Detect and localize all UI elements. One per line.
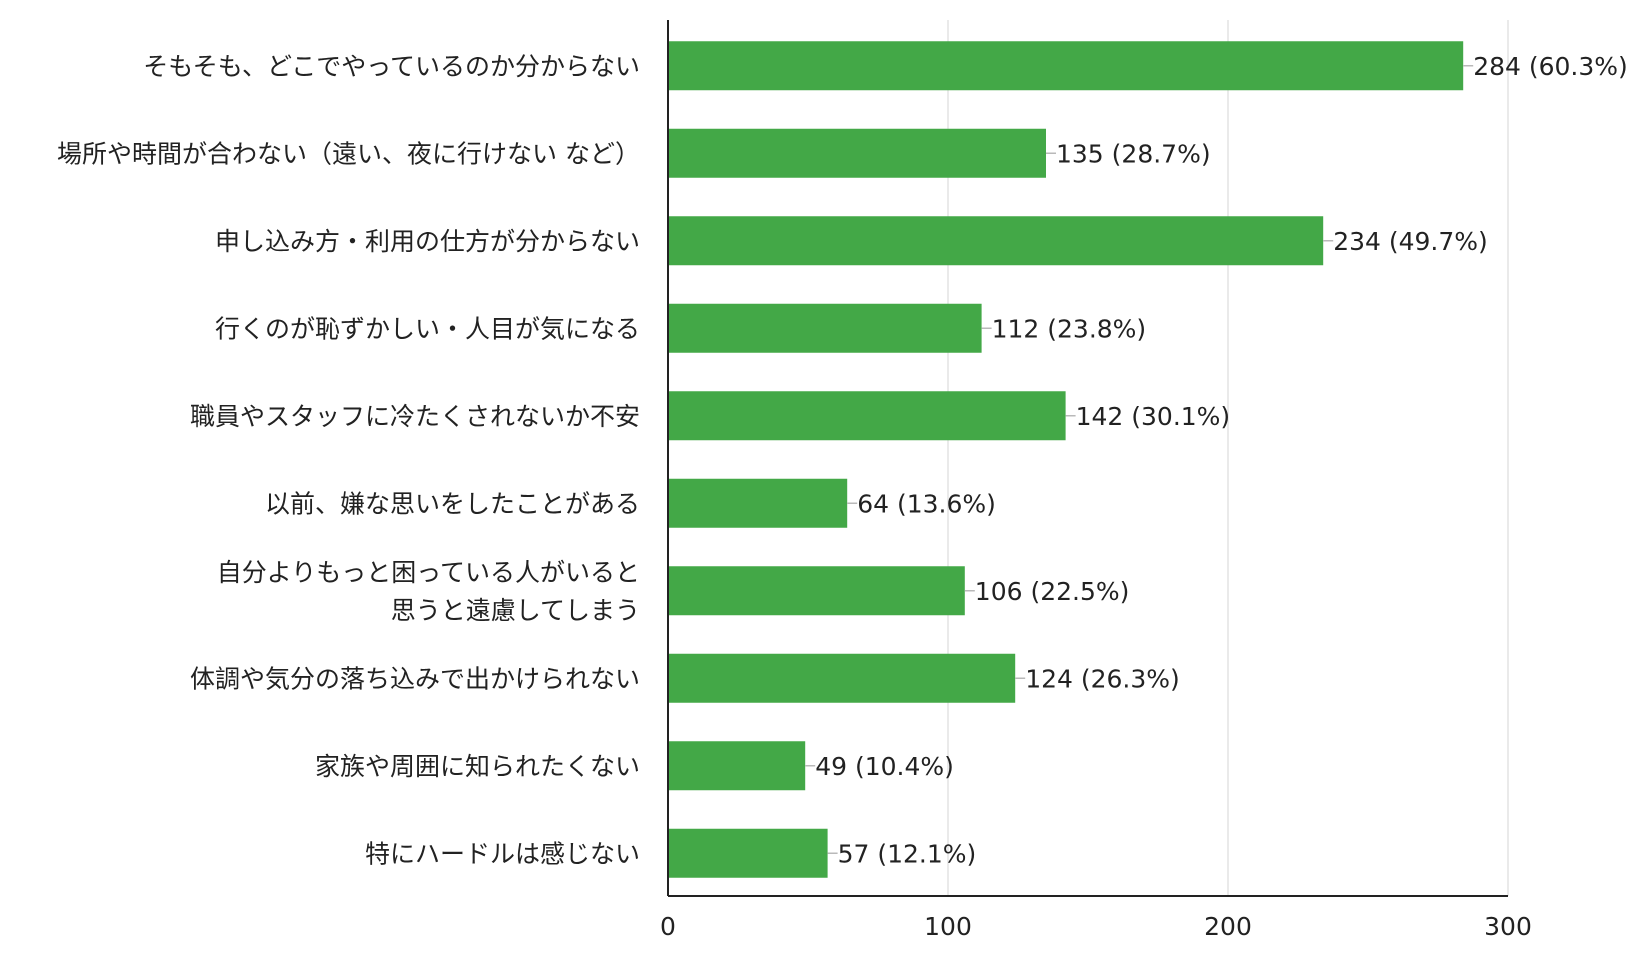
category-label: 思うと遠慮してしまう [391, 596, 640, 625]
category-label: 体調や気分の落ち込みで出かけられない [190, 664, 640, 693]
labels-layer: 284 (60.3%) そもそも、どこでやっているのか分からない 135 (28.7… [57, 52, 1626, 869]
category-label: 自分よりもっと困っている人がいると [217, 558, 640, 587]
x-tick-label: 0 [660, 912, 676, 941]
category-label: 行くのが恥ずかしい・人目が気になる [215, 314, 640, 343]
category-label: 家族や周囲に知られたくない [315, 752, 640, 781]
data-label: 106 (22.5%) [975, 577, 1130, 606]
x-tick-label: 100 [924, 912, 972, 941]
category-label: 以前、嫌な思いをしたことがある [265, 489, 640, 518]
data-label: 124 (26.3%) [1025, 664, 1180, 693]
category-label: 職員やスタッフに冷たくされないか不安 [190, 402, 640, 431]
data-label: 142 (30.1%) [1076, 402, 1231, 431]
data-label: 284 (60.3%) [1473, 52, 1626, 81]
x-tick-label: 200 [1204, 912, 1252, 941]
bar [668, 128, 1046, 178]
bars-layer [668, 41, 1474, 878]
data-label: 64 (13.6%) [857, 489, 996, 518]
category-label: そもそも、どこでやっているのか分からない [143, 52, 640, 81]
category-label: 場所や時間が合わない（遠い、夜に行けない など） [57, 139, 640, 168]
bar [668, 303, 982, 353]
bar [668, 41, 1464, 91]
data-label: 234 (49.7%) [1333, 227, 1488, 256]
bar [668, 478, 848, 528]
data-label: 57 (12.1%) [838, 839, 977, 868]
bar [668, 653, 1016, 703]
data-label: 135 (28.7%) [1056, 139, 1211, 168]
data-label: 112 (23.8%) [992, 314, 1147, 343]
x-tick-label: 300 [1484, 912, 1532, 941]
bar [668, 391, 1066, 441]
category-label: 申し込み方・利用の仕方が分からない [215, 227, 640, 256]
bar [668, 741, 806, 791]
axis-layer: 0 100 200 300 [660, 20, 1532, 941]
bar [668, 216, 1324, 266]
bar [668, 566, 965, 616]
data-label: 49 (10.4%) [815, 752, 954, 781]
category-label: 特にハードルは感じない [365, 839, 640, 868]
bar [668, 828, 828, 878]
